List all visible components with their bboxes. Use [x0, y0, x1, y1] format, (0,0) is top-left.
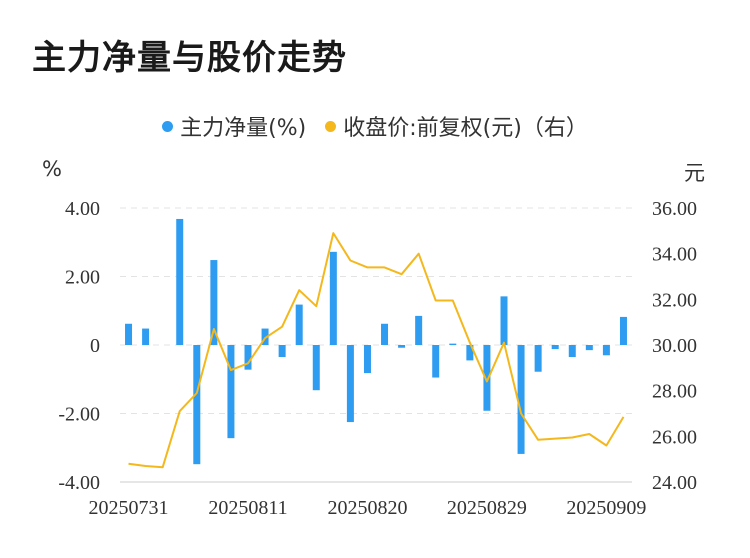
legend-item-net-volume[interactable]: 主力净量(%) — [162, 110, 306, 142]
bar-net-volume — [278, 345, 286, 357]
right-tick-label: 30.00 — [652, 335, 697, 357]
bar-net-volume — [261, 328, 269, 345]
bar-net-volume — [193, 345, 201, 465]
bar-net-volume — [244, 345, 252, 370]
bar-net-volume — [295, 304, 303, 345]
bar-net-volume — [125, 323, 133, 345]
bar-net-volume — [551, 345, 559, 350]
x-tick-label: 20250829 — [447, 497, 527, 519]
bar-net-volume — [500, 296, 508, 345]
legend-label-net-volume: 主力净量(%) — [180, 116, 307, 141]
right-tick-label: 26.00 — [652, 426, 697, 448]
x-tick-label: 20250909 — [566, 497, 646, 519]
bar-net-volume — [568, 345, 576, 357]
x-tick-label: 20250811 — [208, 497, 287, 519]
bar-net-volume — [449, 343, 457, 345]
right-axis-unit: 元 — [684, 161, 705, 185]
right-tick-label: 34.00 — [652, 244, 697, 266]
bar-net-volume — [585, 345, 593, 351]
right-tick-label: 36.00 — [652, 198, 697, 220]
bar-net-volume — [210, 260, 218, 345]
line-close-price — [128, 232, 625, 469]
bar-net-volume — [312, 345, 320, 391]
bar-net-volume — [227, 345, 235, 439]
legend-item-close-price[interactable]: 收盘价:前复权(元)（右） — [325, 110, 588, 142]
bar-net-volume — [415, 315, 423, 345]
bar-net-volume — [619, 316, 627, 345]
bar-net-volume — [142, 328, 150, 345]
bar-net-volume — [602, 345, 610, 356]
right-tick-label: 32.00 — [652, 289, 697, 311]
x-tick-label: 20250820 — [327, 497, 407, 519]
right-tick-label: 28.00 — [652, 381, 697, 403]
bar-net-volume — [381, 323, 389, 345]
bar-net-volume — [466, 345, 474, 361]
bar-net-volume — [329, 251, 337, 345]
left-tick-label: -4.00 — [58, 472, 100, 494]
bar-net-volume — [534, 345, 542, 372]
bar-net-volume — [483, 345, 491, 411]
legend-label-close-price: 收盘价:前复权(元)（右） — [343, 116, 588, 141]
bar-net-volume — [176, 218, 184, 345]
bar-net-volume — [517, 345, 525, 454]
right-tick-label: 24.00 — [652, 472, 697, 494]
legend-dot-line-icon — [325, 120, 337, 132]
legend-dot-bar-icon — [162, 120, 174, 132]
bar-net-volume — [432, 345, 440, 378]
left-tick-label: 0 — [90, 335, 100, 357]
chart-legend: 主力净量(%) 收盘价:前复权(元)（右） — [0, 110, 750, 142]
x-tick-label: 20250731 — [89, 497, 169, 519]
bar-net-volume — [363, 345, 371, 374]
left-axis-unit: % — [42, 157, 62, 181]
left-tick-label: 2.00 — [65, 267, 100, 289]
bar-net-volume — [398, 345, 406, 348]
bar-net-volume — [346, 345, 354, 423]
left-tick-label: -2.00 — [58, 404, 100, 426]
page-title: 主力净量与股价走势 — [32, 38, 347, 78]
left-tick-label: 4.00 — [65, 198, 100, 220]
